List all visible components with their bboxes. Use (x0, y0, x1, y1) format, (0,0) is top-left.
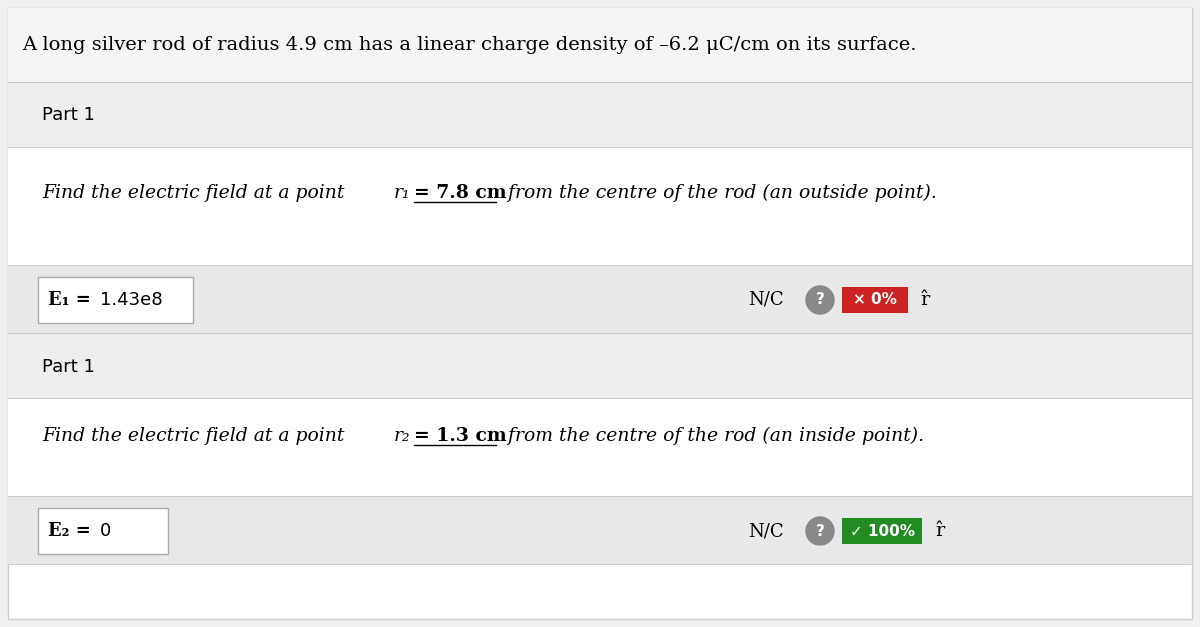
Text: A long silver rod of radius 4.9 cm has a linear charge density of –6.2 μC/cm on : A long silver rod of radius 4.9 cm has a… (22, 36, 917, 55)
Bar (8, 83, 1192, 148)
Bar (8, 333, 1192, 334)
Bar (38, 277, 193, 323)
Text: Part 1: Part 1 (42, 107, 95, 125)
Text: Part 1: Part 1 (42, 357, 95, 376)
Text: r₂: r₂ (394, 427, 410, 445)
Bar (8, 8, 1192, 83)
Circle shape (806, 517, 834, 545)
Text: = 1.3 cm: = 1.3 cm (414, 427, 506, 445)
Text: 0: 0 (100, 522, 112, 540)
Text: from the centre of the rod (an inside point).: from the centre of the rod (an inside po… (502, 427, 924, 445)
Bar (8, 496, 1192, 497)
Text: = 7.8 cm: = 7.8 cm (414, 184, 506, 202)
Bar (8, 334, 1192, 399)
Text: 1.43e8: 1.43e8 (100, 291, 163, 309)
Text: from the centre of the rod (an outside point).: from the centre of the rod (an outside p… (502, 184, 937, 202)
Text: N/C: N/C (748, 522, 784, 540)
Text: ?: ? (816, 293, 824, 307)
Bar (8, 399, 1192, 497)
Bar (8, 398, 1192, 399)
Text: r̂: r̂ (935, 522, 944, 540)
Bar (8, 82, 1192, 83)
Text: N/C: N/C (748, 291, 784, 309)
Bar (8, 148, 1192, 266)
Bar (8, 497, 1192, 565)
Bar (842, 287, 908, 313)
Text: Find the electric field at a point: Find the electric field at a point (42, 184, 350, 202)
Bar (842, 518, 922, 544)
Text: Find the electric field at a point: Find the electric field at a point (42, 427, 350, 445)
Text: ✓ 100%: ✓ 100% (850, 524, 914, 539)
Bar (8, 265, 1192, 266)
Bar (8, 564, 1192, 565)
Text: ?: ? (816, 524, 824, 539)
Bar (8, 333, 1192, 334)
Text: E₁ =: E₁ = (48, 291, 91, 309)
Bar (8, 147, 1192, 148)
Bar (8, 266, 1192, 334)
Bar (38, 508, 168, 554)
Text: E₂ =: E₂ = (48, 522, 91, 540)
Circle shape (806, 286, 834, 314)
Text: r₁: r₁ (394, 184, 410, 202)
Text: × 0%: × 0% (853, 293, 896, 307)
Text: r̂: r̂ (920, 291, 929, 309)
